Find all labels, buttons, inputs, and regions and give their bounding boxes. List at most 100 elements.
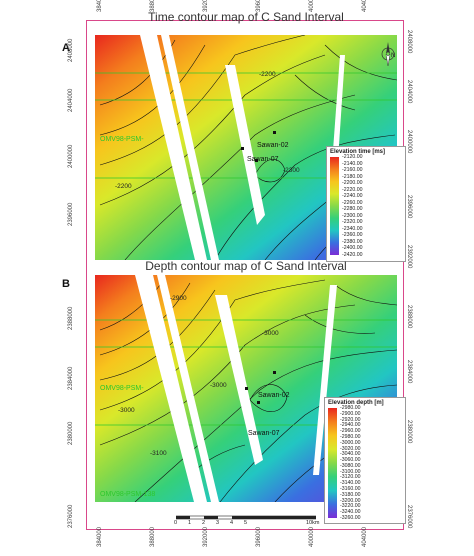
depth-legend-label: -3100.00 <box>340 468 361 475</box>
well-label-omv98-a: OMV98-PSM- <box>100 136 144 143</box>
y-tick-right: 2388000 <box>406 305 412 329</box>
well-label-sawan02-b: Sawan-02 <box>258 392 290 399</box>
depth-legend-label: -3000.00 <box>340 439 361 446</box>
depth-legend-title: Elevation depth [m] <box>328 400 384 406</box>
y-tick-left: 2380000 <box>68 421 74 445</box>
depth-legend-label: -3120.00 <box>340 474 361 481</box>
y-tick-left: 2396000 <box>68 202 74 226</box>
y-tick-left: 2404000 <box>68 88 74 112</box>
well-label-omv98-b: OMV98-PSM- <box>100 385 144 392</box>
scale-label: 2 <box>202 520 206 526</box>
contour-label-a-3: -2300 <box>283 167 300 174</box>
y-tick-right: 2396000 <box>406 195 412 219</box>
depth-legend: Elevation depth [m] -2980.00 -2900.00 -292… <box>324 397 406 524</box>
time-legend-label: -2380.00 <box>342 238 363 245</box>
time-contour-map <box>95 35 397 260</box>
x-tick-bottom: 400000 <box>309 526 315 547</box>
x-tick-top: 404000 <box>362 0 368 12</box>
time-legend-label: -2200.00 <box>342 180 363 187</box>
x-tick-bottom: 388000 <box>150 526 156 547</box>
depth-legend-label: -3160.00 <box>340 486 361 493</box>
depth-legend-label: -3180.00 <box>340 491 361 498</box>
time-legend-colorbar <box>330 157 339 255</box>
well-markers <box>245 371 276 404</box>
time-legend: Elevation time [ms] -2120.00 -2140.00 -216… <box>326 146 406 262</box>
time-legend-label: -2160.00 <box>342 167 363 174</box>
scale-label: 10km <box>306 520 320 526</box>
contour-label-b-3: -3000 <box>118 407 135 414</box>
north-label: N <box>391 53 395 59</box>
well-label-sawan07-a: Sawan-07 <box>247 156 279 163</box>
depth-legend-label: -2900.00 <box>340 410 361 417</box>
time-legend-label: -2280.00 <box>342 206 363 213</box>
well-label-omv98-138: OMV98-PSM-138 <box>100 491 156 498</box>
y-tick-right: 2404000 <box>406 80 412 104</box>
scale-label: 1 <box>188 520 192 526</box>
x-tick-top: 384000 <box>97 0 103 12</box>
depth-legend-label: -3040.00 <box>340 451 361 458</box>
scale-label: 5 <box>244 520 248 526</box>
x-tick-top: 388000 <box>150 0 156 12</box>
depth-legend-label: -3020.00 <box>340 445 361 452</box>
y-tick-left: 2408000 <box>68 38 74 62</box>
well-markers <box>241 131 276 162</box>
north-arrow-icon: N <box>381 42 395 67</box>
scale-label: 3 <box>216 520 220 526</box>
contour-label-b-2: -3000 <box>262 330 279 337</box>
contour-label-a-2: -2200 <box>115 183 132 190</box>
time-legend-label: -2400.00 <box>342 245 363 252</box>
y-tick-right: 2376000 <box>406 505 412 529</box>
time-legend-label: -2240.00 <box>342 193 363 200</box>
time-legend-label: -2140.00 <box>342 160 363 167</box>
x-tick-bottom: 396000 <box>256 526 262 547</box>
y-tick-right: 2380000 <box>406 420 412 444</box>
panel-a-letter: A <box>62 42 70 54</box>
contour-label-a-1: -2200 <box>259 71 276 78</box>
depth-contour-map <box>95 275 397 502</box>
scale-bar <box>176 515 316 520</box>
scale-label: 4 <box>230 520 234 526</box>
y-tick-left: 2388000 <box>68 306 74 330</box>
panel-b-title: Depth contour map of C Sand Interval <box>145 259 347 273</box>
time-legend-label: -2300.00 <box>342 212 363 219</box>
y-tick-right: 2408000 <box>406 30 412 54</box>
time-legend-label: -2320.00 <box>342 219 363 226</box>
panel-a-title: Time contour map of C Sand Interval <box>148 10 344 24</box>
faults <box>135 275 337 502</box>
x-tick-top: 392000 <box>203 0 209 12</box>
time-legend-label: -2120.00 <box>342 154 363 160</box>
depth-legend-label: -2940.00 <box>340 422 361 429</box>
x-tick-top: 400000 <box>309 0 315 12</box>
faults <box>140 35 345 260</box>
x-tick-bottom: 404000 <box>362 526 368 547</box>
contour-label-b-1: -2900 <box>170 295 187 302</box>
y-tick-right: 2392000 <box>406 245 412 269</box>
contour-label-b-4: -3100 <box>150 450 167 457</box>
y-tick-left: 2376000 <box>68 504 74 528</box>
time-legend-label: -2420.00 <box>342 252 363 258</box>
x-tick-bottom: 384000 <box>97 526 103 547</box>
depth-legend-label: -2980.00 <box>340 433 361 440</box>
time-legend-label: -2220.00 <box>342 186 363 193</box>
contour-label-b-5: -3000 <box>210 382 227 389</box>
y-tick-right: 2384000 <box>406 360 412 384</box>
x-tick-bottom: 392000 <box>203 526 209 547</box>
y-tick-right: 2400000 <box>406 130 412 154</box>
time-legend-title: Elevation time [ms] <box>330 149 386 155</box>
y-tick-left: 2384000 <box>68 366 74 390</box>
time-legend-label: -2360.00 <box>342 232 363 239</box>
depth-legend-label: -2980.00 <box>340 405 361 411</box>
depth-legend-label: -3060.00 <box>340 457 361 464</box>
depth-legend-label: -2960.00 <box>340 428 361 435</box>
x-tick-top: 396000 <box>256 0 262 12</box>
time-legend-label: -2340.00 <box>342 225 363 232</box>
y-tick-left: 2400000 <box>68 144 74 168</box>
time-legend-label: -2180.00 <box>342 173 363 180</box>
well-label-sawan02-a: Sawan-02 <box>257 142 289 149</box>
depth-legend-label: -3260.00 <box>340 515 361 521</box>
depth-legend-label: -3140.00 <box>340 480 361 487</box>
depth-legend-colorbar <box>328 408 337 518</box>
time-legend-label: -2260.00 <box>342 199 363 206</box>
depth-legend-label: -3080.00 <box>340 462 361 469</box>
well-label-sawan07-b: Sawan-07 <box>248 430 280 437</box>
